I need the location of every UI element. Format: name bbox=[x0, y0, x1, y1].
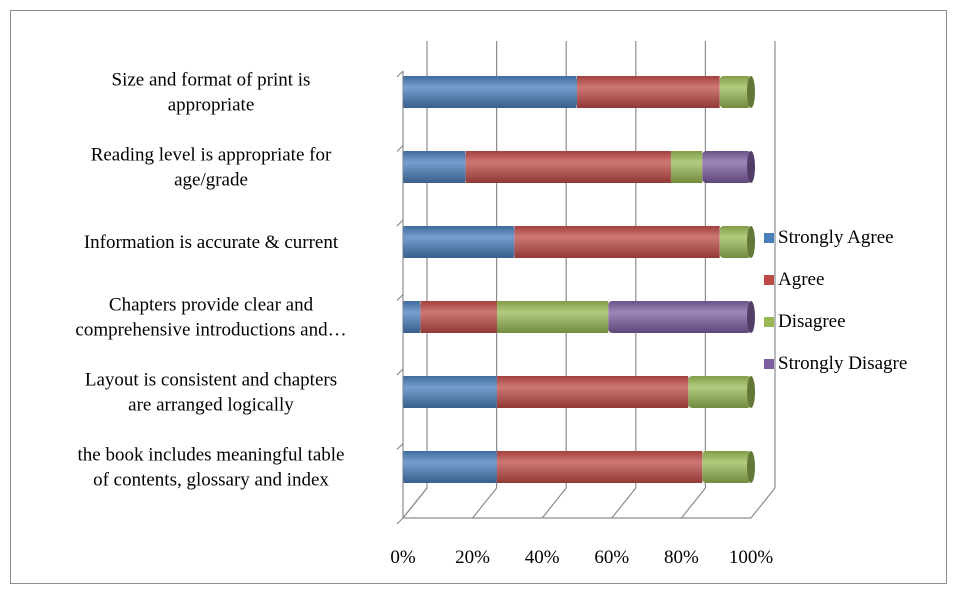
bar-end-cap bbox=[747, 376, 755, 408]
gridlines bbox=[396, 41, 776, 525]
legend-label: Agree bbox=[778, 269, 824, 290]
x-tick-label: 20% bbox=[455, 547, 490, 568]
y-tick-mark bbox=[396, 145, 404, 152]
gridline-depth bbox=[680, 487, 706, 519]
gridline-depth bbox=[750, 487, 776, 519]
y-tick-mark bbox=[396, 294, 404, 301]
y-tick-mark bbox=[396, 517, 404, 525]
x-tick-label: 0% bbox=[390, 547, 416, 568]
category-label: Size and format of print is appropriate bbox=[112, 70, 311, 116]
bar-segment bbox=[670, 151, 703, 183]
y-tick-mark bbox=[396, 368, 404, 376]
legend-swatch bbox=[764, 275, 774, 285]
category-label: Layout is consistent and chapters are arr… bbox=[85, 370, 337, 416]
legend-label: Disagree bbox=[778, 311, 846, 332]
x-tick-labels: 0% 20% 40% 60% 80% 100% bbox=[390, 547, 773, 568]
gridline-depth bbox=[472, 487, 498, 519]
bar-segment bbox=[496, 376, 689, 408]
bar-segment bbox=[702, 151, 751, 183]
bar-segment-fill bbox=[403, 301, 420, 333]
legend-label: Strongly Agree bbox=[778, 227, 894, 248]
category-label: Information is accurate & current bbox=[84, 232, 339, 253]
bar-segment-fill bbox=[403, 76, 577, 108]
y-tick-mark bbox=[396, 70, 404, 78]
gridline-depth bbox=[541, 487, 567, 519]
bar-segment bbox=[420, 301, 497, 333]
bar-segment bbox=[496, 451, 703, 483]
bar-segment bbox=[514, 226, 720, 258]
bar-segment bbox=[465, 151, 671, 183]
bars bbox=[403, 76, 755, 483]
bar-segment bbox=[719, 226, 751, 258]
bar-end-cap bbox=[747, 151, 755, 183]
category-label: the book includes meaningful table of con… bbox=[78, 445, 345, 491]
bar-segment-fill bbox=[403, 151, 466, 183]
gridline-depth bbox=[402, 487, 428, 519]
bar-segment bbox=[608, 301, 751, 333]
x-tick-label: 100% bbox=[729, 547, 774, 568]
bar-end-cap bbox=[747, 76, 755, 108]
bar-segment-fill bbox=[403, 451, 497, 483]
bar-end-cap bbox=[747, 301, 755, 333]
bar-segment bbox=[688, 376, 751, 408]
bar-segment-fill bbox=[403, 376, 497, 408]
chart-frame: Size and format of print is appropriate Re… bbox=[10, 10, 947, 584]
x-tick-label: 40% bbox=[525, 547, 560, 568]
bar-end-cap bbox=[747, 226, 755, 258]
legend-label: Strongly Disagre bbox=[778, 353, 907, 374]
bar-end-cap bbox=[747, 451, 755, 483]
x-tick-label: 80% bbox=[664, 547, 699, 568]
legend-swatch bbox=[764, 359, 774, 369]
category-label: Chapters provide clear and comprehensive … bbox=[75, 295, 346, 341]
stacked-bar-chart: Size and format of print is appropriate Re… bbox=[75, 41, 907, 568]
legend-swatch bbox=[764, 233, 774, 243]
bar-segment bbox=[702, 451, 751, 483]
x-tick-label: 60% bbox=[594, 547, 629, 568]
bar-segment bbox=[496, 301, 609, 333]
bar-segment bbox=[577, 76, 720, 108]
bar-segment-fill bbox=[403, 226, 514, 258]
category-label: Reading level is appropriate for age/grad… bbox=[91, 145, 332, 191]
legend: Strongly Agree Agree Disagree Strongly Disa… bbox=[764, 227, 907, 374]
legend-swatch bbox=[764, 317, 774, 327]
y-tick-mark bbox=[396, 219, 404, 227]
gridline-depth bbox=[611, 487, 637, 519]
bar-segment bbox=[719, 76, 751, 108]
y-tick-mark bbox=[396, 443, 404, 450]
category-labels: Size and format of print is appropriate Re… bbox=[75, 70, 346, 491]
